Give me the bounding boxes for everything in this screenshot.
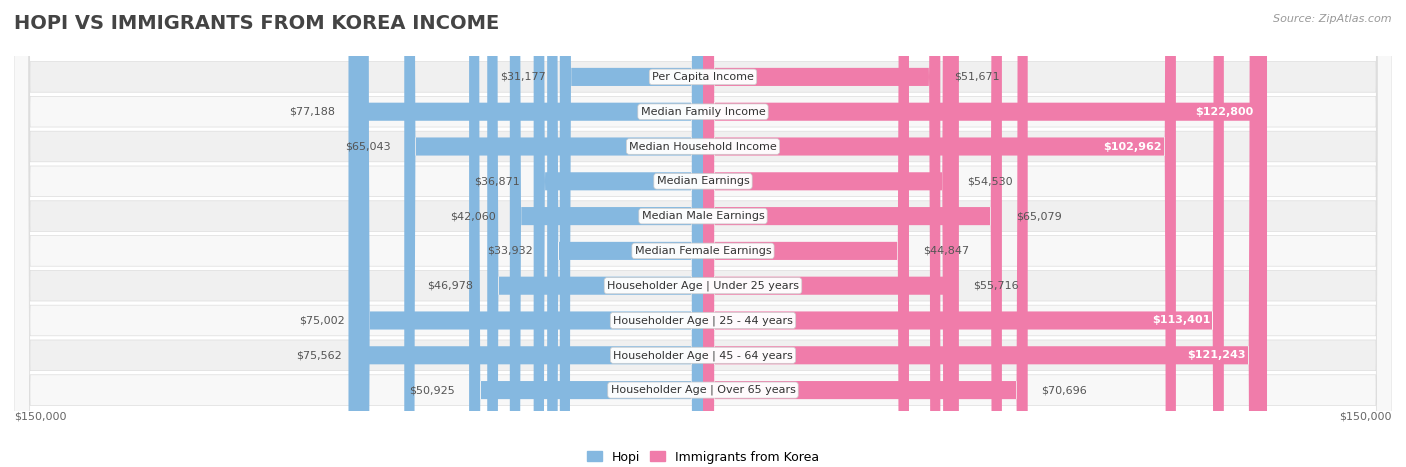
Text: Median Family Income: Median Family Income	[641, 107, 765, 117]
FancyBboxPatch shape	[488, 0, 703, 467]
Text: Source: ZipAtlas.com: Source: ZipAtlas.com	[1274, 14, 1392, 24]
Text: Median Household Income: Median Household Income	[628, 142, 778, 151]
FancyBboxPatch shape	[703, 0, 1260, 467]
Text: $121,243: $121,243	[1188, 350, 1246, 360]
FancyBboxPatch shape	[534, 0, 703, 467]
FancyBboxPatch shape	[510, 0, 703, 467]
FancyBboxPatch shape	[405, 0, 703, 467]
FancyBboxPatch shape	[14, 0, 1392, 467]
Text: $102,962: $102,962	[1104, 142, 1163, 151]
Text: Median Female Earnings: Median Female Earnings	[634, 246, 772, 256]
Text: Median Male Earnings: Median Male Earnings	[641, 211, 765, 221]
Text: $65,043: $65,043	[344, 142, 391, 151]
FancyBboxPatch shape	[560, 0, 703, 467]
Legend: Hopi, Immigrants from Korea: Hopi, Immigrants from Korea	[582, 446, 824, 467]
FancyBboxPatch shape	[356, 0, 703, 467]
FancyBboxPatch shape	[14, 0, 1392, 467]
FancyBboxPatch shape	[703, 0, 941, 467]
Text: $42,060: $42,060	[450, 211, 496, 221]
FancyBboxPatch shape	[703, 0, 1223, 467]
Text: $36,871: $36,871	[474, 177, 520, 186]
FancyBboxPatch shape	[14, 0, 1392, 467]
Text: $70,696: $70,696	[1042, 385, 1087, 395]
Text: $31,177: $31,177	[501, 72, 546, 82]
FancyBboxPatch shape	[14, 0, 1392, 467]
Text: $33,932: $33,932	[488, 246, 533, 256]
FancyBboxPatch shape	[14, 0, 1392, 467]
Text: $44,847: $44,847	[922, 246, 969, 256]
Text: $122,800: $122,800	[1195, 107, 1253, 117]
Text: $75,002: $75,002	[299, 316, 344, 325]
FancyBboxPatch shape	[703, 0, 1002, 467]
Text: $46,978: $46,978	[427, 281, 474, 290]
Text: $54,530: $54,530	[967, 177, 1012, 186]
FancyBboxPatch shape	[14, 0, 1392, 467]
Text: Householder Age | Over 65 years: Householder Age | Over 65 years	[610, 385, 796, 396]
Text: Householder Age | 45 - 64 years: Householder Age | 45 - 64 years	[613, 350, 793, 361]
FancyBboxPatch shape	[14, 0, 1392, 467]
FancyBboxPatch shape	[14, 0, 1392, 467]
Text: $113,401: $113,401	[1152, 316, 1211, 325]
Text: $50,925: $50,925	[409, 385, 456, 395]
FancyBboxPatch shape	[703, 0, 953, 467]
FancyBboxPatch shape	[349, 0, 703, 467]
Text: $150,000: $150,000	[1340, 411, 1392, 422]
FancyBboxPatch shape	[470, 0, 703, 467]
Text: $75,562: $75,562	[297, 350, 342, 360]
Text: $65,079: $65,079	[1015, 211, 1062, 221]
FancyBboxPatch shape	[703, 0, 910, 467]
FancyBboxPatch shape	[703, 0, 1028, 467]
Text: Per Capita Income: Per Capita Income	[652, 72, 754, 82]
FancyBboxPatch shape	[14, 0, 1392, 467]
FancyBboxPatch shape	[703, 0, 1267, 467]
Text: HOPI VS IMMIGRANTS FROM KOREA INCOME: HOPI VS IMMIGRANTS FROM KOREA INCOME	[14, 14, 499, 33]
Text: $150,000: $150,000	[14, 411, 66, 422]
FancyBboxPatch shape	[547, 0, 703, 467]
Text: $51,671: $51,671	[955, 72, 1000, 82]
FancyBboxPatch shape	[703, 0, 959, 467]
Text: Householder Age | Under 25 years: Householder Age | Under 25 years	[607, 281, 799, 291]
FancyBboxPatch shape	[703, 0, 1175, 467]
Text: Householder Age | 25 - 44 years: Householder Age | 25 - 44 years	[613, 315, 793, 326]
FancyBboxPatch shape	[14, 0, 1392, 467]
Text: $55,716: $55,716	[973, 281, 1018, 290]
Text: Median Earnings: Median Earnings	[657, 177, 749, 186]
FancyBboxPatch shape	[359, 0, 703, 467]
Text: $77,188: $77,188	[288, 107, 335, 117]
